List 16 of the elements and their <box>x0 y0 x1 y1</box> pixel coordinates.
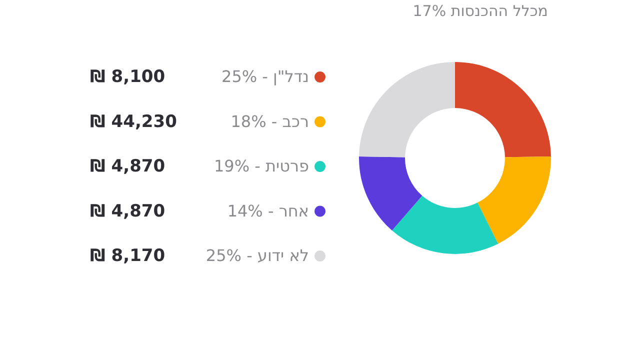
text: ₪ 8,100 <box>90 67 166 87</box>
donut-slice <box>392 196 498 254</box>
text: ₪ 4,870 <box>90 201 166 222</box>
donut-slice <box>455 62 551 158</box>
legend-label: אחר - 14% <box>227 201 309 220</box>
legend-label: רכב - 18% <box>230 112 309 131</box>
donut-slice <box>359 62 455 158</box>
text: ₪ 8,170 <box>90 246 166 266</box>
legend-label: נדל"ן - 25% <box>222 67 309 86</box>
legend-label: פרטית - 19% <box>214 156 310 176</box>
text: ₪ 44,230 <box>90 112 178 132</box>
donut-slice <box>477 156 551 244</box>
text: ₪ 4,870 <box>90 156 166 176</box>
chart-title: 17% מכלל ההכנסות <box>412 2 548 20</box>
donut-slice <box>359 156 422 230</box>
legend-label: לא ידוע - 25% <box>206 246 309 265</box>
